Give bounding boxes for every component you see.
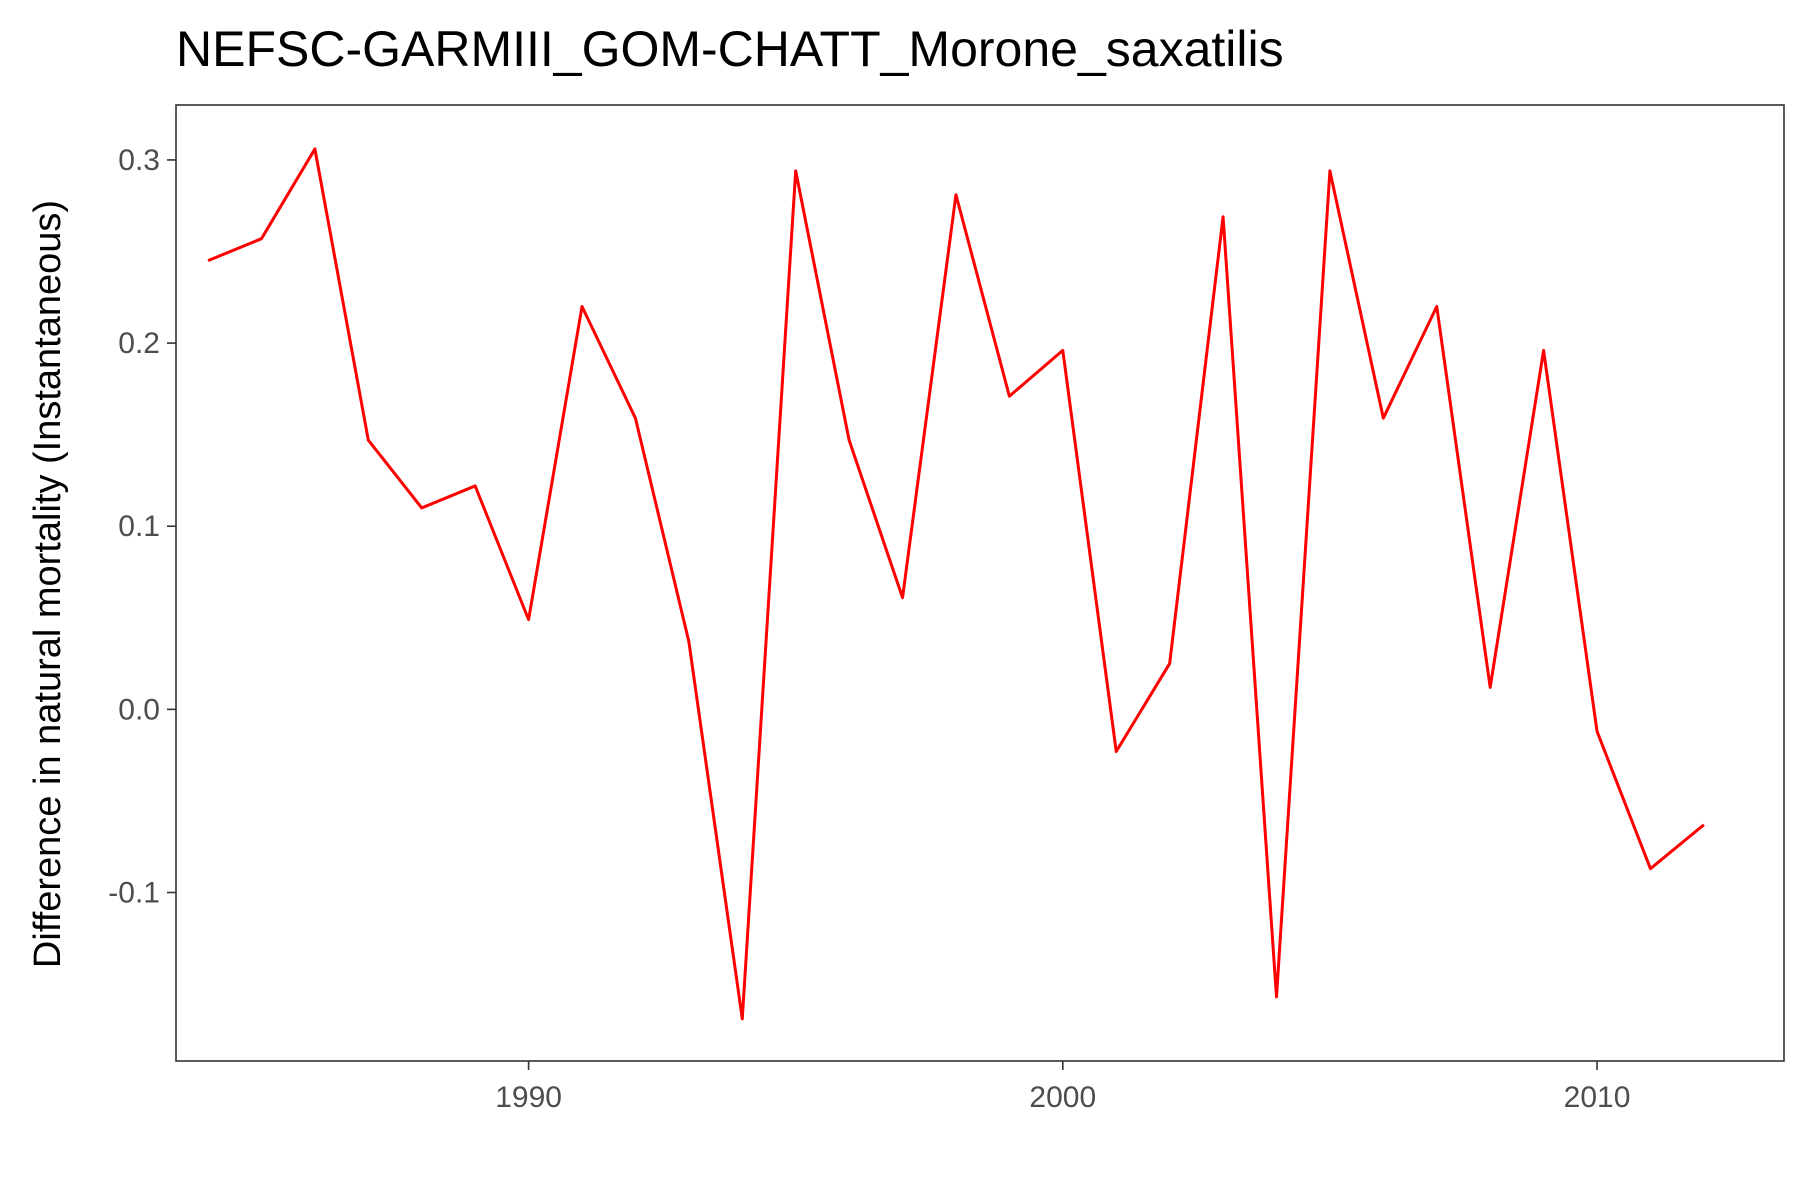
- data-point: [260, 237, 263, 240]
- y-axis-title: Difference in natural mortality (Instant…: [27, 200, 69, 968]
- data-points: [207, 147, 1706, 1020]
- data-point: [848, 439, 851, 442]
- plot-panel: [175, 104, 1785, 1062]
- series-layer: [207, 147, 1705, 1021]
- x-axis: 1990 2000 2010: [495, 1061, 1630, 1114]
- data-point: [741, 1017, 744, 1020]
- data-point: [794, 169, 797, 172]
- data-point: [207, 259, 210, 262]
- data-point: [1328, 169, 1331, 172]
- x-tick-label: 1990: [495, 1081, 562, 1114]
- y-tick-label: -0.1: [108, 877, 160, 910]
- data-point: [1382, 417, 1385, 420]
- data-point: [901, 596, 904, 599]
- x-tick-label: 2000: [1029, 1081, 1096, 1114]
- y-axis: -0.1 0.0 0.1 0.2 0.3: [108, 144, 176, 910]
- data-point: [1275, 995, 1278, 998]
- data-point: [634, 417, 637, 420]
- data-point: [474, 484, 477, 487]
- data-point: [687, 640, 690, 643]
- y-tick-label: 0.1: [118, 510, 160, 543]
- x-tick-label: 2010: [1564, 1081, 1631, 1114]
- data-point: [1702, 823, 1705, 826]
- chart-title: NEFSC-GARMIII_GOM-CHATT_Morone_saxatilis: [176, 21, 1284, 77]
- data-point: [1061, 349, 1064, 352]
- y-tick-label: 0.2: [118, 327, 160, 360]
- y-tick-label: 0.3: [118, 144, 160, 177]
- data-point: [1008, 395, 1011, 398]
- y-tick-label: 0.0: [118, 693, 160, 726]
- data-point: [367, 439, 370, 442]
- data-point: [1435, 305, 1438, 308]
- data-point: [581, 305, 584, 308]
- series-line: [207, 147, 1705, 1021]
- data-point: [1168, 662, 1171, 665]
- data-point: [1115, 750, 1118, 753]
- data-point: [1222, 215, 1225, 218]
- data-point: [420, 506, 423, 509]
- data-point: [1649, 867, 1652, 870]
- data-point: [1596, 730, 1599, 733]
- data-point: [313, 147, 316, 150]
- data-point: [954, 193, 957, 196]
- data-point: [1542, 349, 1545, 352]
- data-point: [527, 618, 530, 621]
- data-point: [1489, 686, 1492, 689]
